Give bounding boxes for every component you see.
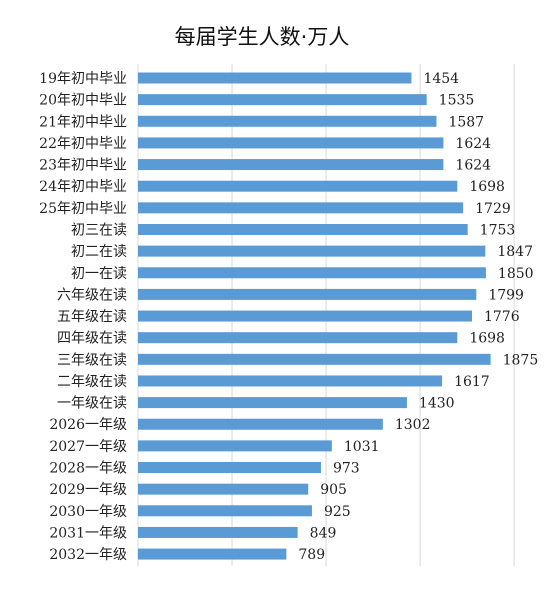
value-label: 1729 <box>475 201 511 217</box>
bar <box>138 505 312 517</box>
value-label: 1624 <box>455 158 491 174</box>
bar <box>138 548 287 560</box>
category-label: 2030一年级 <box>49 504 127 520</box>
category-label: 25年初中毕业 <box>39 200 127 217</box>
category-label: 2028一年级 <box>49 461 127 477</box>
bar <box>138 202 464 214</box>
bar <box>138 180 458 192</box>
value-label: 1799 <box>488 287 524 303</box>
bar <box>138 137 444 149</box>
category-label: 四年级在读 <box>57 330 127 347</box>
chart-title: 每届学生人数·万人 <box>175 25 350 49</box>
bar <box>138 115 437 127</box>
bar <box>138 94 427 106</box>
category-label: 六年级在读 <box>57 286 127 303</box>
category-label: 2031一年级 <box>49 525 127 541</box>
value-label: 1875 <box>503 352 539 368</box>
category-label: 初一在读 <box>71 265 127 282</box>
bar <box>138 375 443 387</box>
category-label: 初二在读 <box>71 243 127 260</box>
value-labels: 1454 1535 1587 1624 1624 1698 1729 1753 1847 1850… <box>298 71 538 563</box>
value-label: 1430 <box>419 396 455 412</box>
category-label: 19年初中毕业 <box>39 70 127 87</box>
category-label: 2027一年级 <box>49 439 127 455</box>
value-label: 1617 <box>454 374 490 390</box>
bar <box>138 483 309 495</box>
value-label: 1776 <box>484 309 520 325</box>
bar <box>138 462 321 474</box>
bar <box>138 245 486 257</box>
bar <box>138 332 458 344</box>
value-label: 973 <box>333 461 360 477</box>
bar <box>138 526 298 538</box>
bar <box>138 440 332 452</box>
category-label: 二年级在读 <box>57 373 127 390</box>
category-label: 2032一年级 <box>49 547 127 563</box>
category-label: 五年级在读 <box>57 308 127 325</box>
category-label: 2029一年级 <box>49 482 127 498</box>
bar <box>138 353 491 365</box>
value-label: 1587 <box>448 114 484 130</box>
value-label: 789 <box>298 547 325 563</box>
bar <box>138 397 407 409</box>
value-label: 905 <box>320 482 347 498</box>
bar <box>138 223 468 235</box>
category-label: 22年初中毕业 <box>39 135 127 152</box>
value-label: 1698 <box>469 179 505 195</box>
category-label: 24年初中毕业 <box>39 178 127 195</box>
value-label: 925 <box>324 504 351 520</box>
bar <box>138 418 383 430</box>
bar <box>138 267 486 279</box>
category-label: 初三在读 <box>71 221 127 238</box>
value-label: 1302 <box>395 417 431 433</box>
category-label: 三年级在读 <box>57 351 127 368</box>
value-label: 1847 <box>497 244 533 260</box>
bar <box>138 288 477 300</box>
category-label: 一年级在读 <box>57 395 127 412</box>
bars <box>138 72 491 560</box>
category-label: 23年初中毕业 <box>39 157 127 174</box>
category-labels: 19年初中毕业 20年初中毕业 21年初中毕业 22年初中毕业 23年初中毕业 24年初中… <box>39 70 127 563</box>
value-label: 1850 <box>498 266 534 282</box>
bar <box>138 310 472 322</box>
value-label: 1624 <box>455 136 491 152</box>
bar <box>138 72 412 84</box>
category-label: 21年初中毕业 <box>39 113 127 130</box>
value-label: 1031 <box>344 439 380 455</box>
category-label: 2026一年级 <box>49 417 127 433</box>
value-label: 1454 <box>423 71 459 87</box>
value-label: 1698 <box>469 331 505 347</box>
category-label: 20年初中毕业 <box>39 92 127 109</box>
bar <box>138 159 444 171</box>
value-label: 1753 <box>480 222 516 238</box>
value-label: 849 <box>310 525 337 541</box>
value-label: 1535 <box>439 93 475 109</box>
